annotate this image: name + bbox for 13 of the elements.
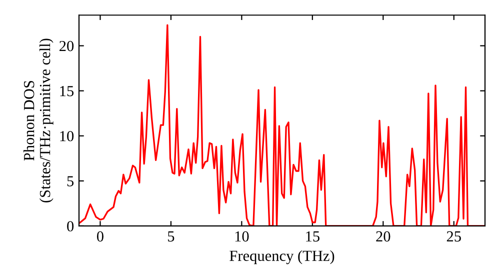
x-tick-label: 10: [235, 231, 249, 242]
x-tick-label: 20: [376, 231, 390, 242]
x-tick-label: 0: [96, 231, 104, 242]
y-tick-label: 5: [67, 176, 74, 186]
x-tick-label: 25: [446, 231, 461, 242]
y-axis-title: Phonon DOS (States/THz·primitive cell): [23, 38, 54, 202]
x-tick-label: 15: [306, 231, 320, 242]
y-tick-label: 10: [60, 131, 74, 142]
y-tick-label: 15: [60, 86, 74, 96]
x-tick-label: 5: [168, 231, 174, 242]
y-tick-label: 20: [60, 40, 74, 52]
y-tick-label: 0: [67, 221, 74, 232]
x-axis-title: Frequency (THz): [230, 250, 334, 264]
